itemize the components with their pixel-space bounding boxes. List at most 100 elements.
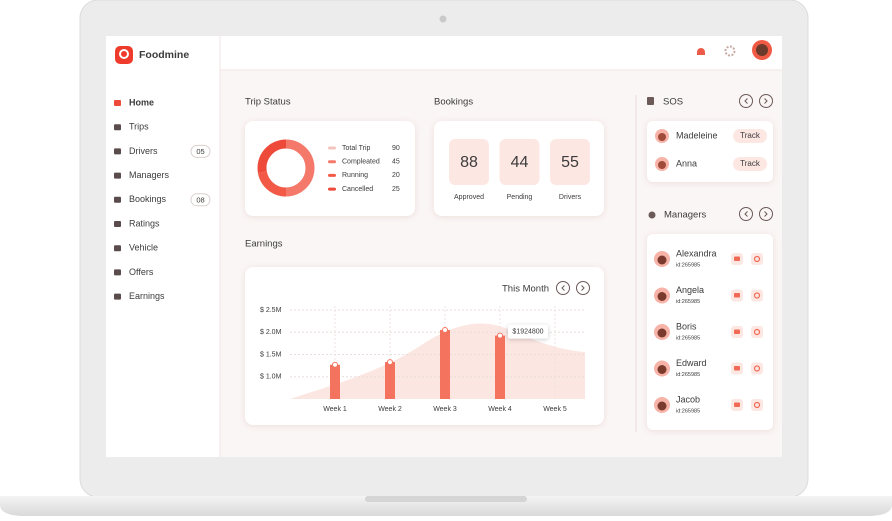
person-name: Anna <box>676 158 697 168</box>
nav-icon <box>114 100 121 106</box>
brand: Foodmine <box>139 49 189 61</box>
arrow <box>581 285 585 291</box>
nav-item[interactable]: Home <box>129 97 154 107</box>
nav-item[interactable]: Earnings <box>129 291 165 301</box>
booking-box <box>499 139 540 185</box>
booking-count: 44 <box>511 154 529 171</box>
legend-label: Compleated <box>342 159 380 166</box>
prev-button[interactable] <box>556 281 570 295</box>
person-name: Angela <box>676 285 704 295</box>
track-button[interactable] <box>733 157 767 171</box>
legend-value: 45 <box>392 159 400 166</box>
settings-icon[interactable] <box>724 45 736 57</box>
next-button[interactable] <box>759 207 773 221</box>
nav-icon <box>114 196 121 203</box>
nav-icon <box>114 221 121 227</box>
phone-button[interactable] <box>751 326 763 338</box>
y-tick-label: $ 2.5M <box>260 307 282 314</box>
nav-icon <box>114 124 121 131</box>
bar-cap <box>497 332 503 339</box>
nav-icon <box>114 245 121 252</box>
bar <box>385 362 395 399</box>
person-name: Edward <box>676 358 707 368</box>
prev-button[interactable] <box>739 94 753 108</box>
booking-label: Drivers <box>559 194 582 201</box>
nav-icon <box>114 148 121 155</box>
phone-icon <box>753 255 761 263</box>
nav-item[interactable]: Trips <box>129 122 149 132</box>
prev-button[interactable] <box>739 207 753 221</box>
section-title: Managers <box>664 210 706 221</box>
next-button[interactable] <box>759 94 773 108</box>
laptop-base <box>0 496 892 516</box>
phone-button[interactable] <box>751 399 763 411</box>
legend-swatch <box>328 146 336 150</box>
booking-label: Approved <box>454 194 484 201</box>
track-label[interactable]: Track <box>740 131 761 140</box>
badge <box>190 193 211 207</box>
donut-segment <box>285 139 315 197</box>
x-tick-label: Week 4 <box>488 406 512 413</box>
tooltip-box <box>508 324 548 339</box>
avatar-face <box>658 133 666 141</box>
phone-button[interactable] <box>751 362 763 375</box>
phone-button[interactable] <box>751 253 763 265</box>
badge-count: 08 <box>196 195 204 204</box>
track-button[interactable] <box>733 129 767 143</box>
x-tick-label: Week 3 <box>433 406 457 413</box>
section-title: Trip Status <box>245 97 291 108</box>
arrow <box>744 98 748 104</box>
message-icon <box>734 366 740 371</box>
bar <box>330 364 340 399</box>
section-title: Bookings <box>434 97 473 108</box>
phone-button[interactable] <box>751 289 763 302</box>
bar-cap <box>332 361 338 368</box>
person-name: Alexandra <box>676 248 717 258</box>
period-label[interactable]: This Month <box>502 284 549 295</box>
logo-icon <box>115 46 133 64</box>
nav-item[interactable]: Bookings <box>129 194 167 204</box>
badge <box>190 144 211 158</box>
person-name: Madeleine <box>676 130 718 140</box>
person-id: id:265985 <box>676 408 700 414</box>
message-icon <box>734 329 740 334</box>
legend-swatch <box>328 187 336 191</box>
sos-icon <box>647 97 654 105</box>
nav-icon <box>114 269 121 276</box>
avatar-face <box>658 161 666 169</box>
arrow <box>561 285 565 291</box>
bell-icon[interactable] <box>697 48 705 55</box>
bar <box>495 335 505 399</box>
y-tick-label: $ 1.0M <box>260 374 282 381</box>
track-label[interactable]: Track <box>740 159 761 168</box>
booking-box <box>550 139 590 185</box>
background-trend-area <box>290 323 585 399</box>
x-tick-label: Week 1 <box>323 406 347 413</box>
avatar-face <box>657 292 667 301</box>
person-id: id:265985 <box>676 335 700 341</box>
badge-count: 05 <box>196 147 204 156</box>
camera <box>439 15 447 23</box>
legend-label: Total Trip <box>342 145 371 152</box>
sidebar <box>106 36 220 457</box>
nav-item[interactable]: Vehicle <box>129 243 158 253</box>
next-button[interactable] <box>576 281 590 295</box>
nav-item[interactable]: Offers <box>129 267 154 277</box>
person-name: Jacob <box>676 394 700 404</box>
nav-item[interactable]: Drivers <box>129 146 158 156</box>
section-title: Earnings <box>245 239 283 250</box>
arrow <box>744 211 748 217</box>
nav-item[interactable]: Ratings <box>129 218 160 228</box>
message-icon <box>734 293 740 298</box>
donut-segment <box>257 171 287 197</box>
legend-value: 25 <box>392 186 400 193</box>
laptop-notch <box>365 496 527 502</box>
x-tick-label: Week 5 <box>543 406 567 413</box>
arrow <box>764 98 768 104</box>
nav-item[interactable]: Managers <box>129 170 170 180</box>
nav-icon <box>114 172 121 179</box>
arrow <box>764 211 768 217</box>
logo-glyph <box>119 49 129 59</box>
avatar-face <box>657 255 667 265</box>
